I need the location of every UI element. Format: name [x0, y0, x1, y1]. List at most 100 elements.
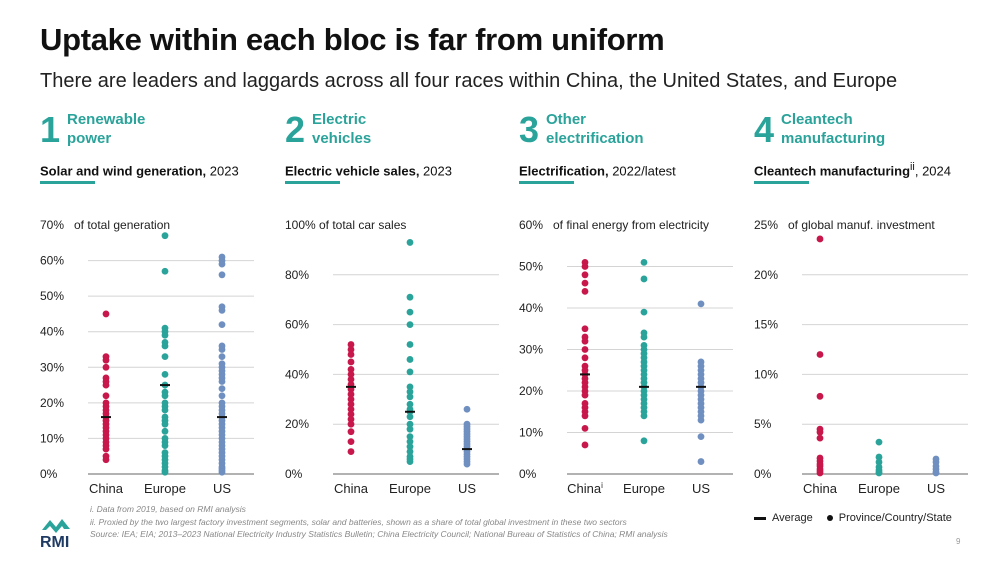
- panel-accent-rule: [40, 181, 95, 184]
- data-point: [406, 438, 414, 446]
- metric-bold: Cleantech manufacturing: [754, 163, 911, 179]
- data-point: [161, 468, 169, 476]
- data-point: [347, 428, 355, 436]
- data-point: [581, 441, 589, 449]
- x-category-label: Europe: [623, 481, 665, 496]
- logo-mountain-icon: [42, 519, 70, 533]
- data-point: [697, 416, 705, 424]
- data-point: [102, 445, 110, 453]
- x-category-label: US: [458, 481, 476, 496]
- y-tick-label: 0%: [40, 467, 58, 481]
- data-point: [816, 428, 824, 436]
- y-tick-label: 60%: [285, 318, 309, 332]
- x-category-label: China: [803, 481, 838, 496]
- y-tick-label: 0%: [285, 467, 303, 481]
- panel-metric: Cleantech manufacturingii, 2024: [754, 161, 951, 178]
- footnote-2: ii. Proxied by the two largest factory i…: [90, 516, 627, 527]
- data-point: [406, 433, 414, 441]
- data-point: [406, 448, 414, 455]
- y-unit-label: of global manuf. investment: [788, 218, 935, 232]
- data-point: [875, 438, 883, 446]
- point-dot-icon: [826, 515, 833, 521]
- panel-accent-rule: [285, 181, 340, 184]
- panel-number: 4: [754, 109, 775, 150]
- legend-points: Province/Country/State: [838, 512, 952, 524]
- data-point: [218, 468, 226, 476]
- y-tick-label: 20%: [519, 384, 543, 398]
- y-tick-label: 25%: [754, 218, 778, 232]
- data-point: [347, 351, 355, 358]
- data-point: [347, 346, 355, 353]
- y-tick-label: 0%: [519, 467, 537, 481]
- data-point: [347, 438, 355, 446]
- data-point: [218, 353, 226, 361]
- data-point: [161, 420, 169, 428]
- chart-other-electrification: 0% 10% 20% 30% 40% 50% 60% of final energy from…: [519, 218, 733, 496]
- data-point: [347, 410, 355, 418]
- panel-metric: Electrification, 2022/latest: [519, 161, 676, 178]
- metric-sup: ii: [910, 161, 915, 173]
- y-tick-label: 60%: [40, 254, 64, 268]
- data-point: [406, 383, 414, 391]
- y-tick-label: 60%: [519, 218, 543, 232]
- footnote-1: i. Data from 2019, based on RMI analysis: [90, 504, 246, 514]
- data-point: [581, 412, 589, 420]
- metric-bold: Electrification,: [519, 163, 609, 179]
- data-point: [697, 433, 705, 441]
- chart-electric-vehicles: 0% 20% 40% 60% 80% 100% of total car sales Chin…: [285, 218, 499, 496]
- data-point: [875, 458, 883, 466]
- panel-number: 3: [519, 109, 540, 150]
- y-tick-label: 100%: [285, 218, 316, 232]
- panel-metric: Electric vehicle sales, 2023: [285, 161, 452, 178]
- data-point: [816, 392, 824, 400]
- data-point: [347, 390, 355, 398]
- panel-title-line2: vehicles: [312, 130, 372, 147]
- page-subtitle: There are leaders and laggards across al…: [40, 70, 898, 92]
- data-point: [581, 288, 589, 295]
- panel-title: Other electrification: [546, 110, 716, 148]
- data-point: [406, 400, 414, 408]
- data-point: [581, 263, 589, 270]
- page-title: Uptake within each bloc is far from unif…: [40, 22, 665, 57]
- data-point: [347, 341, 355, 348]
- x-category-label: China: [334, 481, 369, 496]
- data-point: [406, 356, 414, 363]
- panel-accent-rule: [519, 181, 574, 184]
- data-point: [640, 258, 648, 266]
- data-point: [161, 331, 169, 339]
- data-point: [218, 271, 226, 279]
- data-point: [406, 368, 414, 376]
- x-category-label: China: [89, 481, 124, 496]
- data-point: [406, 425, 414, 433]
- data-point: [347, 415, 355, 423]
- panel-electric-vehicles: 2 Electric vehicles Electric vehicle sal…: [285, 108, 515, 508]
- data-point: [875, 469, 883, 477]
- data-point: [406, 321, 414, 328]
- data-point: [218, 392, 226, 400]
- page-number: 9: [956, 537, 961, 546]
- average-line-icon: [754, 516, 766, 520]
- data-point: [102, 363, 110, 371]
- data-point: [406, 293, 414, 301]
- data-point: [697, 458, 705, 465]
- data-point: [102, 392, 110, 400]
- metric-rest: , 2024: [914, 163, 951, 179]
- panel-accent-rule: [754, 181, 809, 184]
- y-tick-label: 10%: [754, 367, 778, 381]
- data-point: [161, 267, 169, 275]
- data-point: [347, 366, 355, 373]
- y-tick-label: 20%: [40, 396, 64, 410]
- data-point: [218, 260, 226, 268]
- data-point: [406, 341, 414, 348]
- panel-title: Cleantech manufacturing: [781, 110, 951, 148]
- y-unit-label: of total car sales: [319, 218, 406, 232]
- data-point: [640, 308, 648, 316]
- panel-other-electrification: 3 Other electrification Electrification,…: [519, 108, 749, 508]
- source-note: Source: IEA; EIA; 2013–2023 National Ele…: [90, 529, 668, 539]
- rmi-logo: RMI: [40, 519, 70, 550]
- data-point: [406, 420, 414, 428]
- metric-rest: 2022/latest: [608, 163, 676, 179]
- data-point: [406, 239, 414, 246]
- data-point: [816, 469, 824, 477]
- y-tick-label: 50%: [519, 260, 543, 274]
